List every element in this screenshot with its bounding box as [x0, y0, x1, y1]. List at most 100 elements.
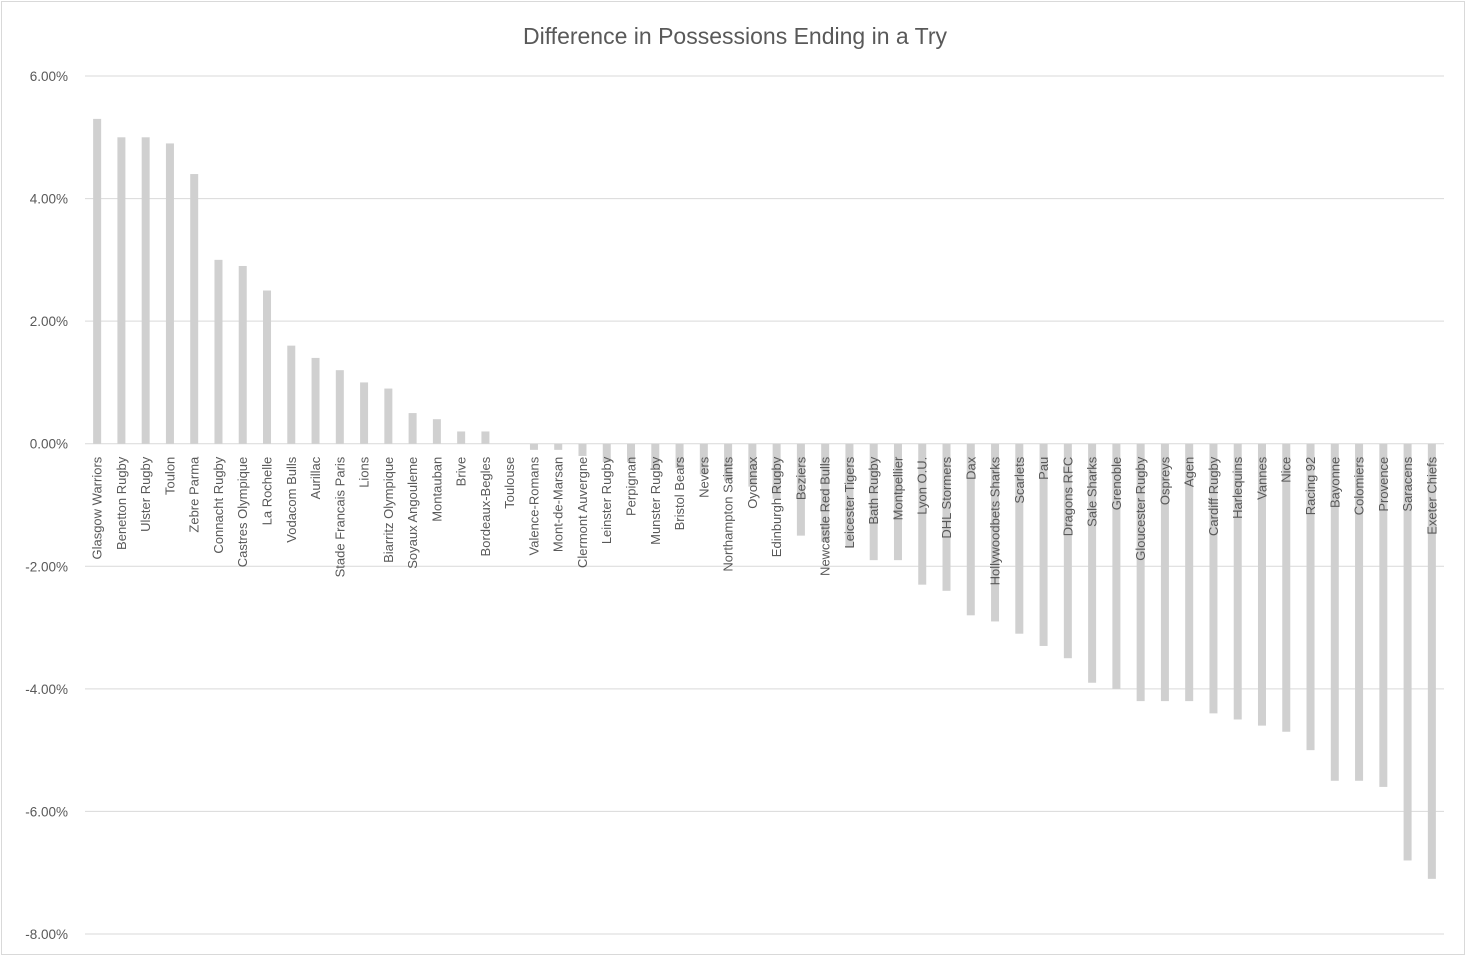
category-label: Montpellier: [890, 456, 905, 520]
bar: [384, 388, 393, 444]
category-label: Lyon O.U.: [915, 457, 930, 515]
bar: [481, 431, 490, 444]
category-label: DHL Stormers: [939, 456, 954, 538]
bar: [991, 443, 1000, 622]
bar: [141, 137, 150, 444]
category-label: Montauban: [429, 457, 444, 522]
category-label: Bordeaux-Begles: [478, 456, 493, 556]
category-label: Racing 92: [1303, 457, 1318, 516]
category-label: Toulouse: [502, 457, 517, 509]
chart-title: Difference in Possessions Ending in a Tr…: [523, 23, 948, 49]
category-label: Benetton Rugby: [114, 456, 129, 550]
category-label: Dragons RFC: [1060, 457, 1075, 536]
bar: [1427, 443, 1436, 879]
y-tick-label: 0.00%: [30, 437, 68, 452]
category-label: Dax: [963, 456, 978, 480]
bar: [845, 443, 854, 548]
category-label: Agen: [1182, 457, 1197, 487]
bar: [408, 413, 417, 444]
category-label: Pau: [1036, 457, 1051, 480]
category-label: Leinster Rugby: [599, 456, 614, 544]
category-label: Glasgow Warriors: [90, 456, 105, 559]
category-label: Zebre Parma: [187, 456, 202, 533]
category-label: Harlequins: [1230, 456, 1245, 519]
bar: [1039, 443, 1048, 646]
bar: [1136, 443, 1145, 702]
category-label: Colomiers: [1352, 456, 1367, 515]
bar: [627, 443, 636, 463]
category-label: Valence-Romans: [526, 456, 541, 555]
bar: [748, 443, 757, 487]
category-label: Stade Francais Paris: [332, 456, 347, 577]
bar: [724, 443, 733, 481]
bar: [675, 443, 684, 469]
category-label: Ospreys: [1157, 456, 1172, 505]
category-labels: Glasgow Warriors Benetton Rugby Ulster Rug…: [90, 456, 1440, 585]
y-tick-label: -4.00%: [25, 682, 68, 697]
gridlines: [85, 75, 1444, 935]
category-label: Cardiff Rugby: [1206, 456, 1221, 536]
y-axis-tick-labels: 6.00% 4.00% 2.00% 0.00% -2.00% -4.00% -6.00% -8…: [25, 69, 68, 942]
bar: [1185, 443, 1194, 702]
bar: [869, 443, 878, 561]
category-label: Perpignan: [624, 457, 639, 516]
bar: [190, 174, 199, 444]
bar: [1355, 443, 1364, 781]
bar: [432, 419, 441, 444]
bars: [93, 118, 1436, 879]
bar: [1015, 443, 1024, 634]
category-label: La Rochelle: [260, 457, 275, 526]
category-label: Castres Olympique: [235, 457, 250, 568]
bar: [1330, 443, 1339, 781]
bar: [335, 370, 344, 444]
category-label: Sale Sharks: [1085, 456, 1100, 527]
bar: [821, 443, 830, 542]
bar: [165, 143, 174, 444]
category-label: Beziers: [793, 456, 808, 500]
bar: [602, 443, 611, 463]
category-label: Newcastle Red Bulls: [818, 456, 833, 576]
category-label: Oyonnax: [745, 456, 760, 509]
bar: [554, 443, 563, 450]
category-label: Nice: [1279, 457, 1294, 483]
bar: [1209, 443, 1218, 714]
bar: [1257, 443, 1266, 726]
category-label: Bristol Bears: [672, 456, 687, 530]
category-label: Saracens: [1400, 456, 1415, 511]
category-label: Bath Rugby: [866, 456, 881, 524]
bar: [529, 443, 538, 450]
category-label: Vodacom Bulls: [284, 456, 299, 542]
bar: [214, 259, 223, 444]
bar: [1306, 443, 1315, 751]
category-label: Biarritz Olympique: [381, 457, 396, 563]
category-label: Edinburgh Rugby: [769, 456, 784, 557]
bar: [1112, 443, 1121, 689]
y-tick-label: -8.00%: [25, 927, 68, 942]
bar: [1233, 443, 1242, 720]
bar: [772, 443, 781, 499]
y-tick-label: 2.00%: [30, 314, 68, 329]
bar: [93, 118, 102, 444]
bar: [942, 443, 951, 591]
bar: [1282, 443, 1291, 732]
y-tick-label: -6.00%: [25, 804, 68, 819]
y-tick-label: 4.00%: [30, 192, 68, 207]
category-label: Munster Rugby: [648, 456, 663, 545]
category-label: Northampton Saints: [721, 456, 736, 571]
bar: [796, 443, 805, 536]
bar: [1403, 443, 1412, 861]
bar: [457, 431, 466, 444]
bar: [1379, 443, 1388, 787]
category-label: Vannes: [1254, 456, 1269, 500]
category-label: Brive: [454, 457, 469, 487]
category-label: Nevers: [696, 456, 711, 498]
category-label: Bayonne: [1327, 457, 1342, 508]
bar: [918, 443, 927, 585]
category-label: Gloucester Rugby: [1133, 456, 1148, 561]
y-tick-label: 6.00%: [30, 69, 68, 84]
category-label: Hollywoodbets Sharks: [988, 456, 1003, 585]
category-label: Exeter Chiefs: [1424, 456, 1439, 535]
category-label: Ulster Rugby: [138, 456, 153, 532]
